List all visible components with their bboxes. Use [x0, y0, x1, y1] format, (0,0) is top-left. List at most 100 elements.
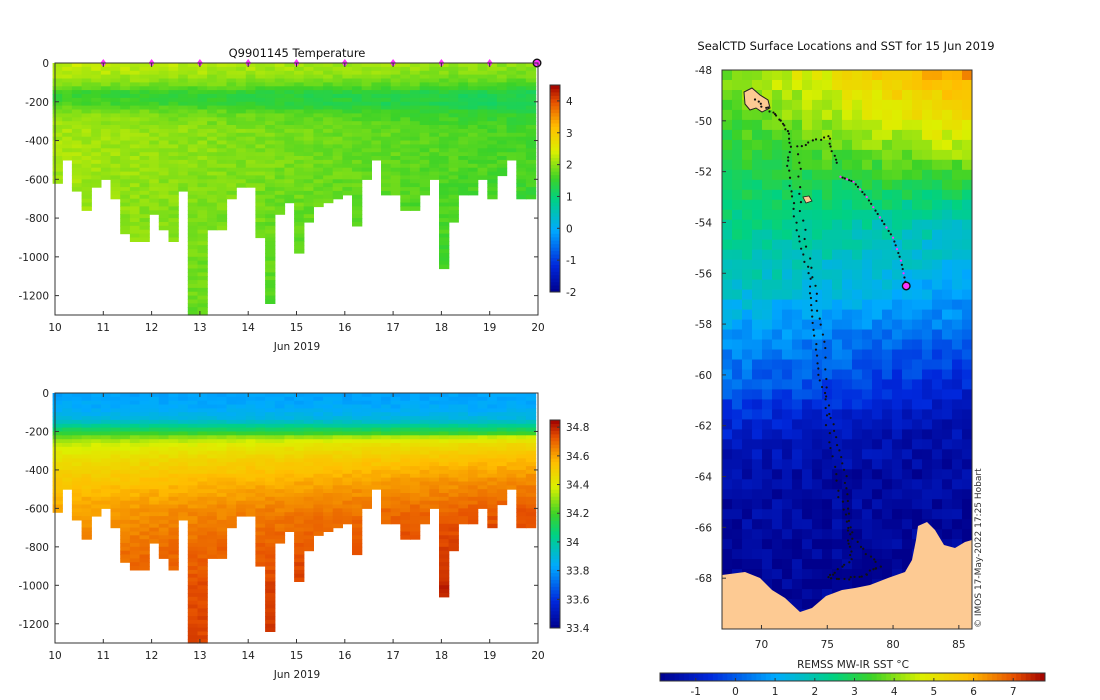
y-tick-label: -800: [25, 213, 49, 225]
heatmap-cell: [516, 458, 527, 463]
colorbar-segment: [550, 143, 560, 148]
heatmap-cell: [323, 66, 334, 72]
heatmap-cell: [468, 171, 479, 177]
heatmap-cell: [294, 132, 305, 138]
heatmap-cell: [332, 516, 343, 521]
sst-cell: [722, 99, 733, 111]
sst-cell: [822, 279, 833, 291]
y-tick-label: -600: [25, 174, 49, 186]
sst-cell: [772, 319, 783, 331]
heatmap-cell: [400, 140, 411, 145]
heatmap-cell: [448, 454, 459, 459]
heatmap-cell: [207, 527, 218, 532]
heatmap-cell: [448, 408, 459, 413]
heatmap-cell: [332, 408, 343, 413]
heatmap-cell: [410, 516, 421, 521]
sst-cell: [862, 259, 873, 271]
heatmap-cell: [178, 128, 189, 134]
heatmap-cell: [458, 435, 469, 440]
heatmap-cell: [332, 101, 343, 107]
heatmap-cell: [284, 167, 295, 173]
heatmap-cell: [506, 404, 517, 409]
heatmap-cell: [487, 462, 498, 467]
heatmap-cell: [178, 431, 189, 436]
heatmap-cell: [226, 179, 237, 184]
heatmap-cell: [390, 404, 401, 409]
heatmap-cell: [381, 179, 392, 184]
heatmap-cell: [487, 446, 498, 452]
heatmap-cell: [448, 206, 459, 211]
heatmap-cell: [139, 229, 150, 235]
heatmap-cell: [129, 546, 141, 552]
heatmap-cell: [187, 136, 199, 142]
heatmap-cell: [400, 427, 411, 432]
heatmap-cell: [62, 152, 73, 157]
heatmap-cell: [274, 439, 286, 444]
heatmap-cell: [187, 299, 199, 304]
heatmap-cell: [487, 183, 498, 188]
heatmap-cell: [120, 63, 131, 68]
heatmap-cell: [120, 148, 131, 153]
heatmap-cell: [381, 450, 392, 456]
heatmap-cell: [506, 443, 517, 448]
heatmap-cell: [294, 97, 305, 103]
sst-cell: [842, 109, 853, 121]
heatmap-cell: [178, 171, 189, 177]
sst-cell: [792, 189, 803, 201]
heatmap-cell: [207, 101, 218, 107]
heatmap-cell: [525, 90, 537, 95]
heatmap-cell: [506, 156, 517, 161]
heatmap-cell: [81, 156, 92, 161]
heatmap-cell: [207, 427, 218, 432]
x-tick-label: 11: [97, 322, 110, 334]
heatmap-cell: [255, 222, 266, 227]
heatmap-cell: [265, 531, 276, 536]
heatmap-cell: [390, 419, 401, 425]
heatmap-cell: [458, 393, 469, 398]
heatmap-cell: [62, 469, 73, 475]
heatmap-cell: [323, 462, 334, 467]
heatmap-cell: [323, 443, 334, 448]
heatmap-cell: [265, 535, 276, 540]
heatmap-cell: [332, 171, 343, 177]
sst-cell: [842, 269, 853, 281]
heatmap-cell: [390, 516, 401, 521]
sst-cell: [862, 379, 873, 390]
heatmap-cell: [197, 558, 208, 563]
heatmap-cell: [303, 101, 314, 107]
heatmap-cell: [496, 132, 508, 138]
heatmap-cell: [158, 443, 170, 448]
heatmap-cell: [265, 163, 276, 169]
colorbar-tick-label: 34.6: [566, 451, 590, 463]
heatmap-cell: [419, 400, 430, 406]
sst-cell: [722, 339, 733, 351]
heatmap-cell: [207, 70, 218, 76]
sst-cell: [762, 209, 773, 221]
heatmap-cell: [255, 516, 266, 521]
sst-cell: [922, 399, 933, 410]
colorbar-segment: [550, 444, 560, 449]
heatmap-cell: [410, 400, 421, 406]
heatmap-cell: [284, 458, 295, 463]
heatmap-cell: [149, 78, 160, 83]
heatmap-cell: [400, 82, 411, 87]
heatmap-cell: [110, 473, 121, 479]
heatmap-cell: [129, 531, 141, 536]
heatmap-cell: [245, 508, 257, 513]
sst-cell: [722, 289, 733, 301]
heatmap-cell: [139, 183, 150, 188]
heatmap-cell: [81, 469, 92, 475]
heatmap-cell: [81, 202, 92, 208]
heatmap-cell: [410, 454, 421, 459]
sst-cell: [762, 289, 773, 301]
sst-cell: [952, 249, 963, 261]
heatmap-cell: [120, 140, 131, 145]
heatmap-cell: [274, 136, 286, 142]
salinity-panel: 10 11 12 13 14 15 16 17 18 19 200-200-400-600-800-…: [18, 388, 589, 681]
sst-cell: [762, 299, 773, 311]
sst-cell: [872, 289, 883, 301]
heatmap-cell: [139, 427, 150, 432]
heatmap-cell: [410, 531, 421, 536]
sst-cell: [952, 399, 963, 410]
colorbar-segment: [550, 122, 560, 127]
